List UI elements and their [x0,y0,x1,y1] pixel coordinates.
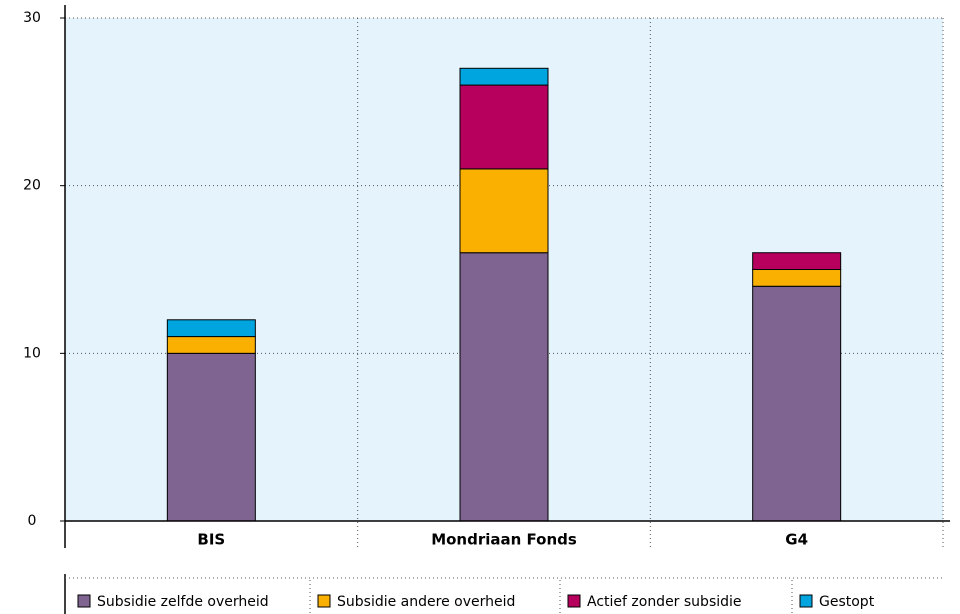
legend-label: Subsidie zelfde overheid [97,594,269,610]
bar-segment [166,336,256,354]
legend-swatch [567,594,581,608]
bar-segment [459,252,549,522]
bar-segment [459,67,549,86]
y-tick-label: 20 [23,178,41,194]
legend-swatch [317,594,331,608]
legend-label: Gestopt [819,594,875,610]
x-tick-label: G4 [785,531,808,549]
bar-segment [166,319,256,338]
legend-swatch [77,594,91,608]
bar-segment [459,84,549,170]
y-tick-label: 30 [23,10,41,26]
bar-segment [459,168,549,254]
y-tick-label: 0 [28,513,37,529]
y-tick-label: 10 [23,345,41,361]
bar-segment [752,285,842,522]
legend-swatch [799,594,813,608]
x-tick-label: Mondriaan Fonds [431,531,577,549]
legend-label: Actief zonder subsidie [587,594,742,610]
x-tick-label: BIS [197,531,225,549]
legend-label: Subsidie andere overheid [337,594,515,610]
bar-segment [752,252,842,271]
bar-segment [752,269,842,287]
bar-segment [166,352,256,522]
